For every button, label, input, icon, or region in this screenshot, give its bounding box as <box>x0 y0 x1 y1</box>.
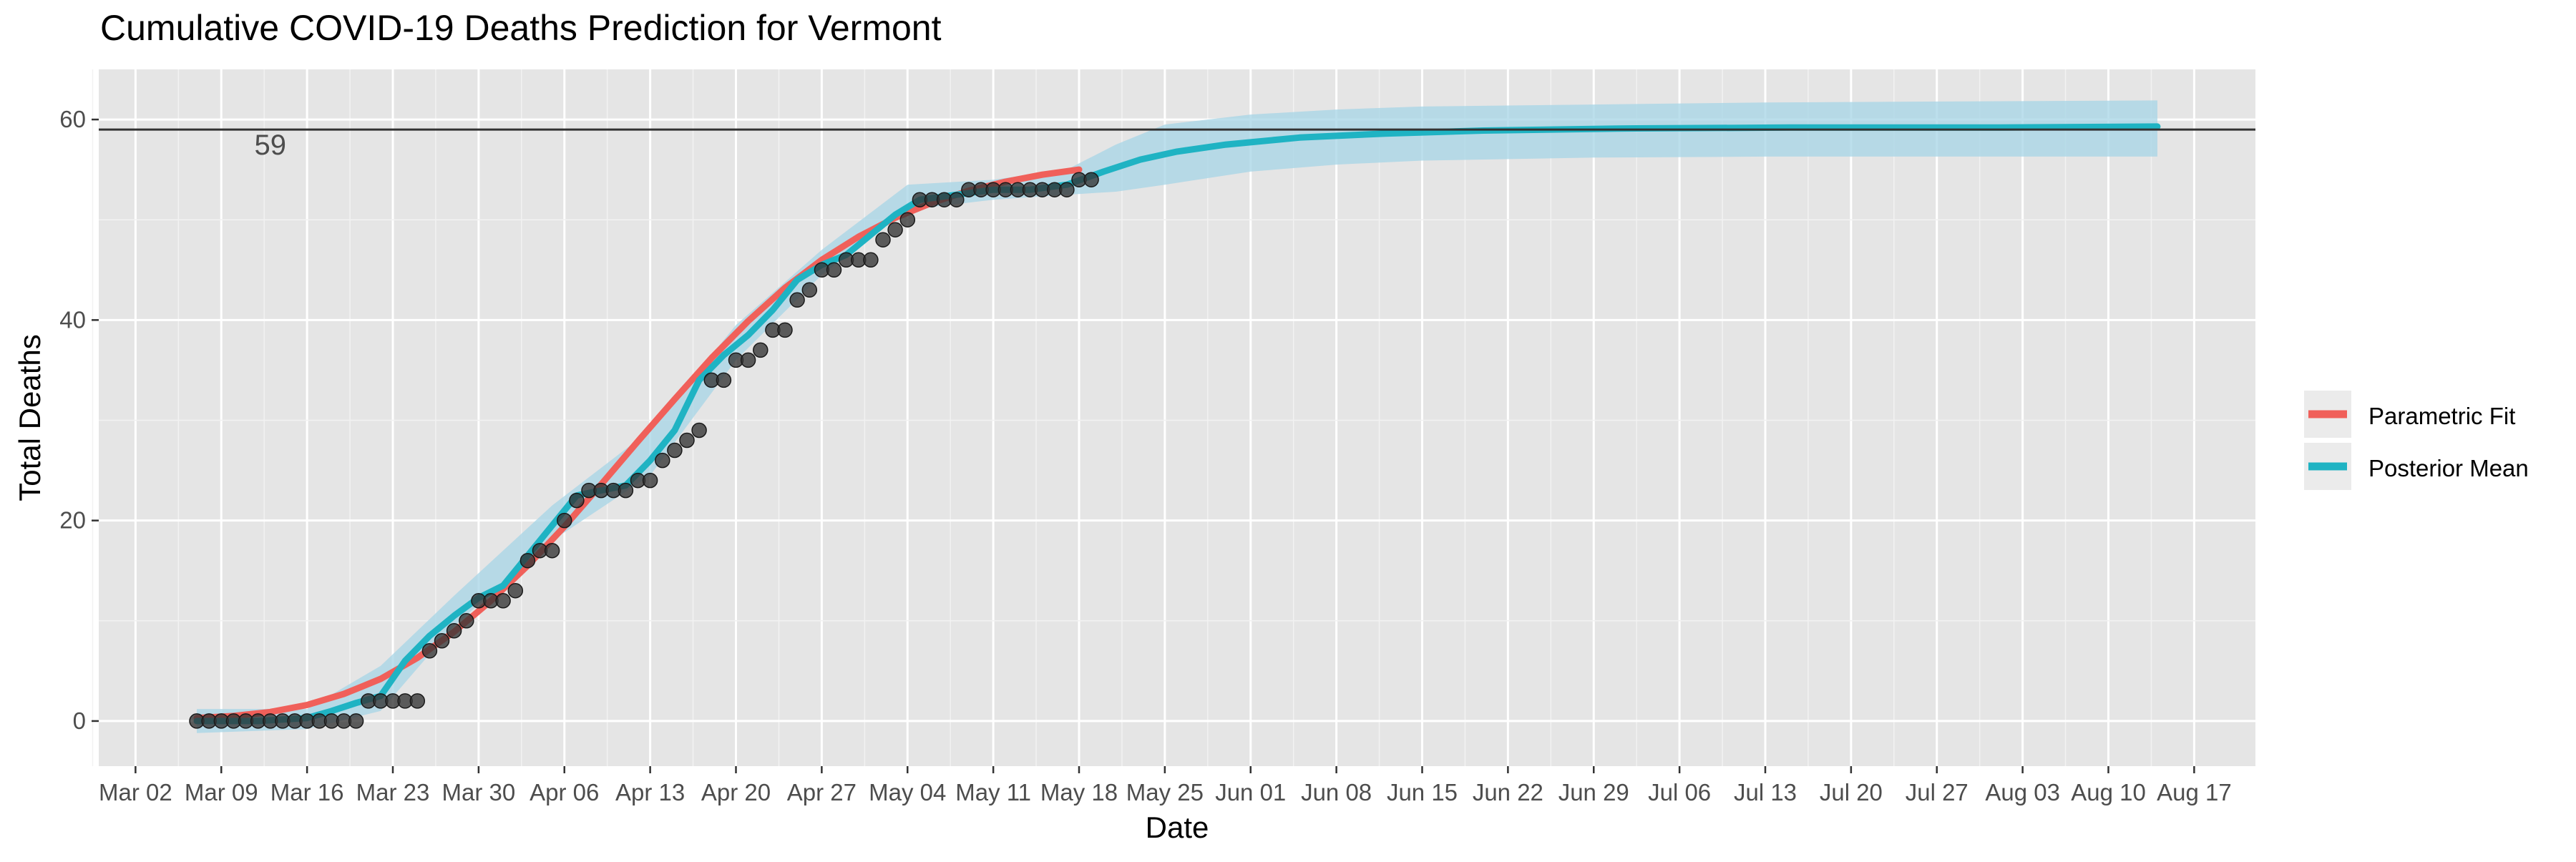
observed-point <box>801 282 818 298</box>
observed-point <box>618 482 634 499</box>
observed-point <box>667 442 683 459</box>
x-tick-label: Jul 13 <box>1734 779 1797 805</box>
x-tick-label: Mar 23 <box>356 779 430 805</box>
observed-point <box>434 633 450 649</box>
posterior-mean-line <box>193 123 2161 725</box>
observed-point <box>887 222 903 237</box>
observed-point <box>1059 182 1075 197</box>
x-tick-label: Aug 03 <box>1985 779 2060 805</box>
observed-point <box>949 192 965 207</box>
observed-point <box>507 582 524 599</box>
x-tick-label: May 11 <box>955 779 1031 805</box>
y-tick-label: 0 <box>73 707 86 734</box>
x-tick-label: Apr 13 <box>615 779 685 805</box>
observed-point <box>421 643 438 659</box>
y-tick-label: 40 <box>59 306 86 333</box>
observed-point <box>409 693 426 709</box>
observed-point <box>1083 172 1099 187</box>
x-axis-title: Date <box>1146 810 1209 844</box>
observed-point <box>348 713 364 729</box>
legend-label-posterior-mean: Posterior Mean <box>2368 455 2529 481</box>
reference-hline-label: 59 <box>255 129 287 161</box>
x-tick-label: Mar 02 <box>99 779 172 805</box>
observed-point <box>642 472 658 489</box>
observed-point <box>826 262 842 278</box>
x-tick-label: Mar 09 <box>185 779 258 805</box>
hline-layer: 59 <box>99 128 2255 161</box>
x-tick-label: Apr 27 <box>787 779 857 805</box>
x-tick-label: May 25 <box>1126 779 1204 805</box>
x-tick-label: Jun 01 <box>1215 779 1286 805</box>
x-tick-label: Aug 17 <box>2157 779 2232 805</box>
point-layer <box>189 172 1099 729</box>
observed-point <box>495 593 511 609</box>
observed-point <box>899 212 916 227</box>
x-tick-label: Apr 20 <box>701 779 771 805</box>
axis-layer: Mar 02 Mar 09 Mar 16 Mar 23 Mar 30 Apr 06 Apr … <box>59 106 2231 805</box>
x-tick-label: Aug 10 <box>2071 779 2146 805</box>
legend: Parametric Fit Posterior Mean <box>2304 391 2529 490</box>
observed-point <box>875 232 891 248</box>
x-tick-label: Jun 15 <box>1387 779 1458 805</box>
observed-point <box>446 623 462 639</box>
observed-point <box>569 492 585 509</box>
observed-point <box>716 372 732 388</box>
observed-point <box>777 322 793 338</box>
observed-point <box>691 422 707 439</box>
chart-title: Cumulative COVID-19 Deaths Prediction fo… <box>100 8 942 48</box>
y-tick-label: 60 <box>59 106 86 132</box>
observed-point <box>459 613 474 629</box>
observed-point <box>740 352 756 368</box>
x-tick-label: Mar 16 <box>270 779 344 805</box>
x-tick-label: Jun 08 <box>1301 779 1372 805</box>
x-tick-label: May 18 <box>1040 779 1118 805</box>
observed-point <box>789 292 805 308</box>
x-tick-label: Jun 22 <box>1473 779 1543 805</box>
observed-point <box>544 542 560 559</box>
y-axis-title: Total Deaths <box>13 334 47 501</box>
x-tick-label: Jul 20 <box>1820 779 1883 805</box>
observed-point <box>557 512 572 529</box>
observed-point <box>753 342 769 358</box>
x-tick-label: Jun 29 <box>1558 779 1629 805</box>
observed-point <box>863 252 879 268</box>
observed-point <box>655 452 670 469</box>
x-tick-label: Mar 30 <box>442 779 516 805</box>
x-tick-label: May 04 <box>869 779 946 805</box>
x-tick-label: Jul 06 <box>1648 779 1711 805</box>
plot-panel <box>99 69 2255 766</box>
legend-label-parametric-fit: Parametric Fit <box>2368 403 2515 429</box>
y-tick-label: 20 <box>59 507 86 534</box>
x-tick-label: Apr 06 <box>530 779 599 805</box>
observed-point <box>679 432 695 449</box>
observed-point <box>519 552 536 569</box>
x-tick-label: Jul 27 <box>1906 779 1968 805</box>
grid-layer <box>92 69 2255 766</box>
